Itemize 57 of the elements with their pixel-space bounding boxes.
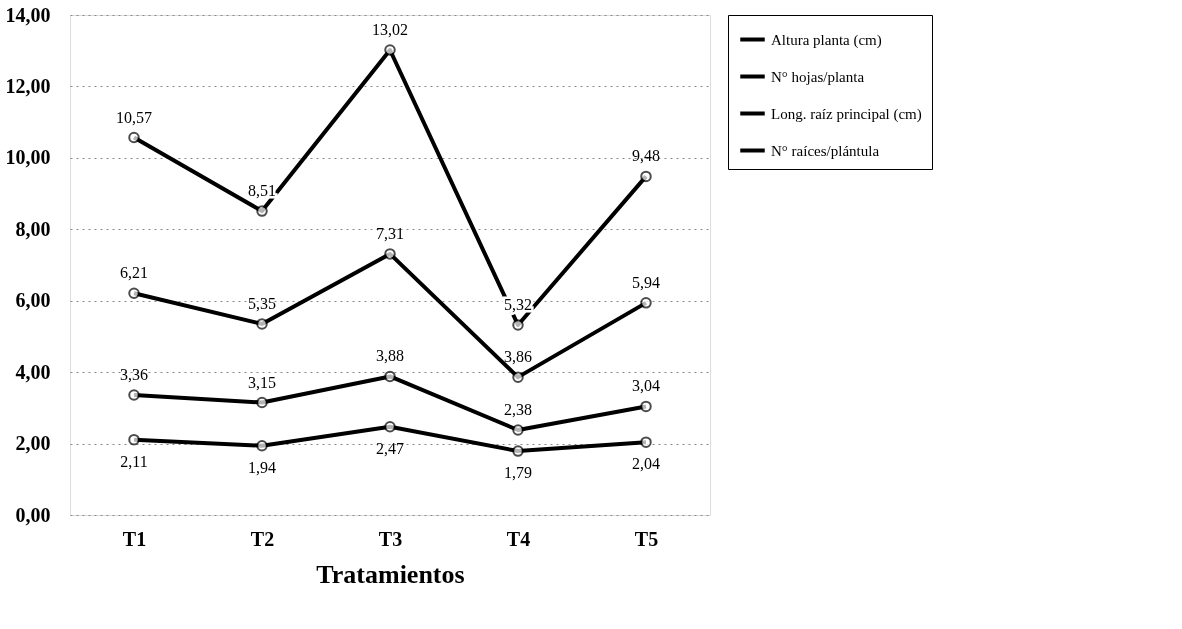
- data-label: 9,48: [632, 147, 660, 165]
- point: [384, 370, 396, 383]
- y-tick-label: 2,00: [15, 432, 51, 455]
- point: [384, 44, 396, 56]
- data-label: 6,21: [120, 264, 148, 282]
- y-tick-label: 6,00: [15, 289, 51, 312]
- legend-label: Altura planta (cm): [771, 31, 882, 49]
- point: [384, 248, 396, 260]
- legend-label: Long. raíz principal (cm): [771, 105, 922, 123]
- x-tick-label: T2: [250, 527, 275, 550]
- data-label: 2,04: [632, 455, 660, 473]
- y-tick-label: 10,00: [5, 146, 51, 169]
- point: [640, 297, 652, 309]
- point: [128, 287, 140, 299]
- point: [128, 131, 140, 144]
- y-tick-label: 8,00: [15, 217, 51, 240]
- point: [512, 319, 524, 331]
- data-label: 13,02: [372, 21, 408, 38]
- point: [256, 396, 268, 409]
- x-tick-label: T5: [634, 527, 659, 550]
- x-axis-title: Tratamientos: [316, 559, 465, 589]
- data-label: 3,15: [248, 373, 276, 391]
- data-label: 3,86: [504, 348, 532, 366]
- point: [640, 436, 652, 448]
- y-tick-label: 0,00: [15, 503, 51, 526]
- data-label: 2,47: [376, 439, 404, 457]
- x-tick-label: T1: [122, 527, 147, 550]
- data-label: 3,04: [632, 377, 660, 395]
- data-label: 2,38: [504, 401, 532, 418]
- data-label: 8,51: [248, 182, 276, 200]
- data-label: 5,35: [248, 294, 276, 312]
- data-label: 3,36: [120, 366, 148, 383]
- data-label: 5,94: [632, 273, 660, 291]
- y-tick-label: 14,00: [5, 3, 51, 26]
- point: [256, 318, 268, 330]
- y-tick-label: 12,00: [5, 74, 51, 97]
- point: [256, 205, 268, 217]
- data-label: 3,88: [376, 347, 404, 365]
- data-label: 1,79: [504, 464, 532, 482]
- data-label: 7,31: [376, 224, 404, 242]
- data-label: 2,11: [120, 452, 148, 470]
- point: [128, 433, 140, 446]
- point: [256, 439, 268, 452]
- x-tick-label: T4: [506, 527, 531, 550]
- data-label: 1,94: [248, 458, 276, 476]
- legend-label: N° hojas/planta: [771, 68, 865, 85]
- x-tick-label: T3: [378, 527, 403, 550]
- point: [384, 421, 396, 433]
- point: [512, 445, 524, 457]
- legend-label: N° raíces/plántula: [771, 142, 880, 159]
- point: [512, 371, 524, 383]
- point: [128, 389, 140, 401]
- data-label: 10,57: [116, 108, 152, 126]
- point: [512, 424, 524, 436]
- point: [640, 400, 652, 413]
- point: [640, 170, 652, 183]
- y-tick-label: 4,00: [15, 360, 51, 383]
